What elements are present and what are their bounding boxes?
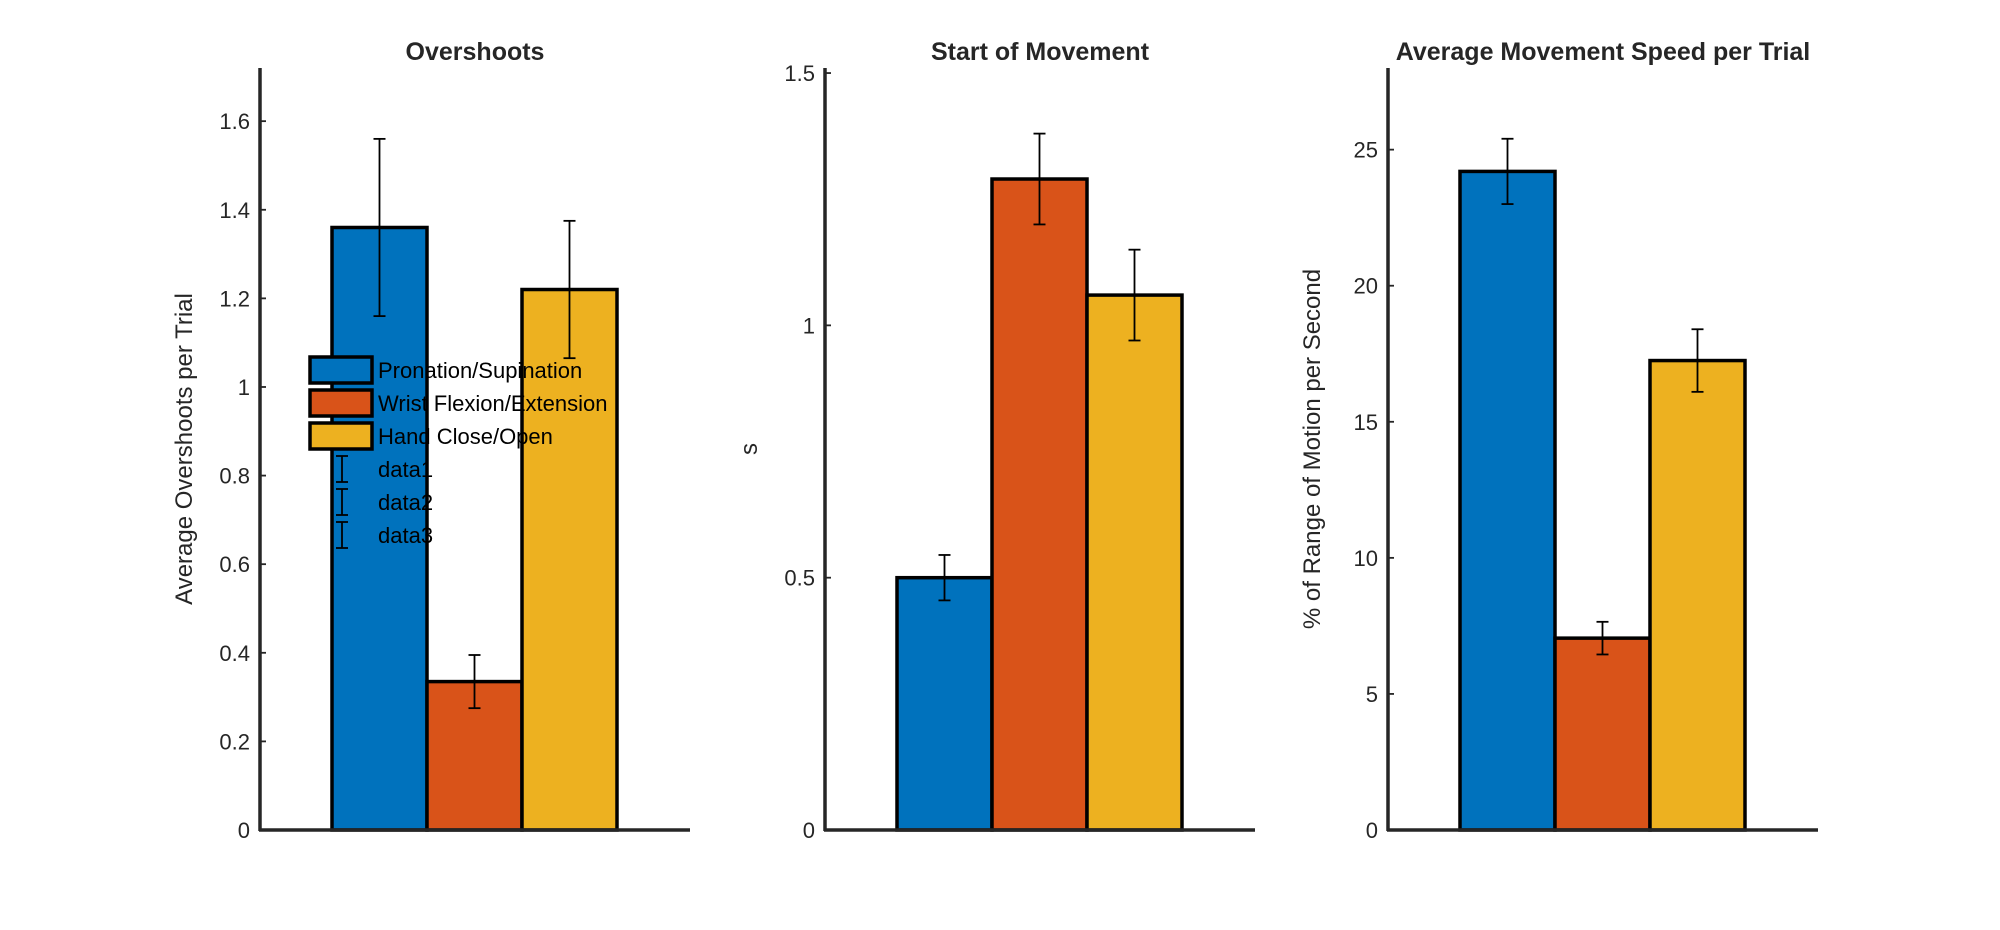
y-tick-label: 0 bbox=[1366, 818, 1378, 843]
y-axis-label: s bbox=[736, 443, 763, 455]
error-bar-wrist-flexion-extension bbox=[1596, 620, 1609, 656]
chart-1: Overshoots Average Overshoots per Trial 0 0… bbox=[171, 38, 690, 843]
bar-wrist-flexion-extension bbox=[1553, 636, 1652, 832]
error-bar-wrist-flexion-extension bbox=[468, 654, 481, 710]
legend-label: data3 bbox=[378, 523, 433, 548]
chart-2: Start of Movement s 0 0.5 1 1.5 bbox=[736, 38, 1255, 843]
legend-item-data3: data3 bbox=[336, 521, 433, 549]
y-tick-label: 1.6 bbox=[219, 109, 250, 134]
chart-title: Start of Movement bbox=[931, 38, 1150, 66]
bar-hand-close-open bbox=[1085, 293, 1184, 832]
legend-item-wrist-flexion-extension: Wrist Flexion/Extension bbox=[308, 388, 607, 418]
y-tick-label: 1.5 bbox=[784, 61, 815, 86]
legend-errorbar-symbol bbox=[336, 521, 348, 549]
legend-label: data2 bbox=[378, 490, 433, 515]
bar-pronation-supination bbox=[895, 575, 994, 832]
y-tick-label: 0.5 bbox=[784, 566, 815, 591]
legend-item-hand-close-open: Hand Close/Open bbox=[308, 421, 553, 451]
y-tick-label: 0.4 bbox=[219, 641, 250, 666]
legend-swatch bbox=[308, 355, 374, 385]
y-tick-label: 0 bbox=[238, 818, 250, 843]
legend-label: data1 bbox=[378, 457, 433, 482]
y-tick-label: 1 bbox=[238, 375, 250, 400]
legend-errorbar-symbol bbox=[336, 455, 348, 483]
y-tick-label: 0.2 bbox=[219, 729, 250, 754]
bar-hand-close-open bbox=[520, 287, 619, 832]
legend-label: Pronation/Supination bbox=[378, 358, 582, 383]
legend-label: Wrist Flexion/Extension bbox=[378, 391, 607, 416]
error-bar-hand-close-open bbox=[1691, 328, 1704, 393]
legend-label: Hand Close/Open bbox=[378, 424, 553, 449]
error-bar-hand-close-open bbox=[563, 219, 576, 360]
y-tick-label: 10 bbox=[1354, 546, 1378, 571]
y-axis-label: Average Overshoots per Trial bbox=[171, 293, 198, 605]
legend-item-data2: data2 bbox=[336, 488, 433, 516]
y-tick-label: 25 bbox=[1354, 138, 1378, 163]
error-bar-pronation-supination bbox=[1501, 137, 1514, 205]
legend-swatch bbox=[308, 388, 374, 418]
error-bar-pronation-supination bbox=[373, 137, 386, 317]
error-bar-wrist-flexion-extension bbox=[1033, 132, 1046, 226]
error-bar-hand-close-open bbox=[1128, 248, 1141, 342]
y-tick-label: 0 bbox=[803, 818, 815, 843]
chart-title: Overshoots bbox=[406, 38, 545, 66]
y-tick-label: 1 bbox=[803, 313, 815, 338]
y-tick-label: 0.8 bbox=[219, 464, 250, 489]
y-tick-label: 5 bbox=[1366, 682, 1378, 707]
y-tick-label: 1.4 bbox=[219, 198, 250, 223]
bar-wrist-flexion-extension bbox=[990, 177, 1089, 832]
chart-title: Average Movement Speed per Trial bbox=[1396, 38, 1811, 66]
y-tick-label: 1.2 bbox=[219, 286, 250, 311]
legend: Pronation/Supination Wrist Flexion/Extens… bbox=[308, 355, 607, 549]
legend-errorbar-symbol bbox=[336, 488, 348, 516]
bar-hand-close-open bbox=[1648, 358, 1747, 832]
bar-pronation-supination bbox=[1458, 169, 1557, 832]
legend-swatch bbox=[308, 421, 374, 451]
chart-3: Average Movement Speed per Trial % of Ran… bbox=[1299, 38, 1818, 843]
legend-item-pronation-supination: Pronation/Supination bbox=[308, 355, 582, 385]
y-tick-label: 15 bbox=[1354, 410, 1378, 435]
y-tick-label: 0.6 bbox=[219, 552, 250, 577]
y-tick-label: 20 bbox=[1354, 274, 1378, 299]
error-bar-pronation-supination bbox=[938, 554, 951, 602]
legend-item-data1: data1 bbox=[336, 455, 433, 483]
y-axis-label: % of Range of Motion per Second bbox=[1299, 269, 1326, 629]
